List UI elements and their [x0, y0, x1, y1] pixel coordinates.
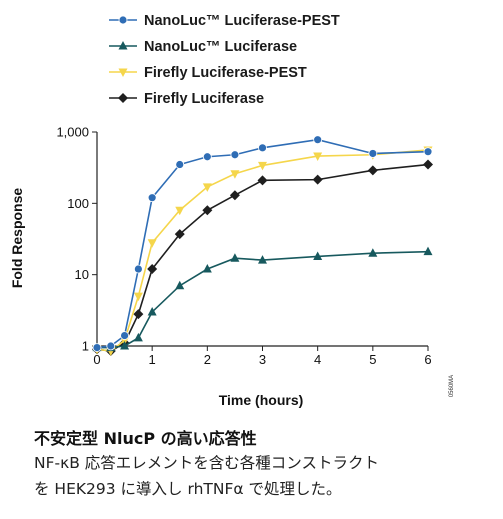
data-point [133, 292, 143, 302]
series-line [96, 138, 429, 349]
data-point [230, 150, 240, 160]
data-point [202, 264, 212, 273]
figure-code: 0560MA [449, 375, 455, 397]
data-point [175, 280, 185, 290]
data-point [92, 343, 102, 352]
data-point [313, 251, 323, 260]
data-point [175, 160, 185, 169]
data-point [147, 239, 157, 248]
x-tick-label: 6 [424, 352, 431, 367]
chart: NanoLuc™ Luciferase-PEST NanoLuc™ Lucifer… [9, 13, 455, 408]
data-point [423, 147, 433, 157]
y-tick-label: 10 [75, 267, 89, 282]
data-point [147, 264, 158, 275]
legend-item: NanoLuc™ Luciferase [109, 39, 297, 55]
data-point [368, 248, 378, 257]
x-axis-label: Time (hours) [219, 392, 304, 408]
data-point [312, 174, 323, 185]
data-point [229, 190, 240, 201]
data-point [120, 331, 129, 340]
x-tick-label: 0 [93, 352, 100, 367]
x-tick-label: 5 [369, 352, 376, 367]
data-point [106, 341, 116, 351]
caption-body: NF-κB 応答エレメントを含む各種コンストラクト を HEK293 に導入し … [34, 454, 379, 498]
legend-label: NanoLuc™ Luciferase [144, 39, 297, 55]
data-point [313, 152, 323, 162]
series-line [96, 149, 429, 352]
data-point [174, 229, 185, 240]
data-point [202, 152, 212, 162]
data-point [147, 193, 157, 203]
x-tick-label: 4 [314, 352, 321, 367]
data-point [257, 175, 268, 186]
data-point [313, 135, 323, 145]
x-tick-label: 1 [149, 352, 156, 367]
data-point [368, 149, 378, 158]
caption: 不安定型 NlucP の高い応答性 NF-κB 応答エレメントを含む各種コンスト… [34, 428, 499, 502]
y-tick-label: 100 [67, 196, 89, 211]
data-point [258, 143, 267, 153]
data-point [133, 264, 143, 274]
y-tick-label: 1 [82, 339, 89, 354]
series-layer [92, 135, 433, 357]
data-point [202, 183, 212, 192]
legend: NanoLuc™ Luciferase-PEST NanoLuc™ Lucifer… [109, 13, 340, 107]
legend-label: NanoLuc™ Luciferase-PEST [144, 13, 340, 29]
data-point [202, 205, 213, 216]
y-axis-label: Fold Response [9, 188, 25, 289]
legend-marker [118, 68, 128, 77]
data-point [423, 159, 433, 170]
legend-item: NanoLuc™ Luciferase-PEST [109, 13, 340, 29]
data-point [175, 206, 185, 216]
legend-item: Firefly Luciferase [109, 91, 264, 107]
legend-item: Firefly Luciferase-PEST [109, 65, 307, 81]
series [92, 146, 433, 357]
legend-label: Firefly Luciferase-PEST [144, 65, 307, 81]
data-point [147, 306, 157, 316]
legend-marker [118, 93, 128, 103]
x-tick-label: 2 [204, 352, 211, 367]
legend-marker [118, 15, 128, 25]
data-point [423, 246, 433, 256]
series [92, 135, 433, 352]
legend-label: Firefly Luciferase [144, 91, 264, 107]
data-point [120, 341, 130, 350]
caption-title: 不安定型 NlucP の高い応答性 [34, 429, 257, 448]
y-tick-label: 1,000 [56, 125, 89, 140]
legend-marker [118, 41, 128, 50]
data-point [258, 161, 267, 171]
data-point [230, 253, 240, 262]
x-tick-label: 3 [259, 352, 266, 367]
data-point [258, 255, 267, 264]
data-point [133, 309, 144, 320]
data-point [367, 165, 378, 176]
data-point [133, 332, 143, 342]
data-point [230, 170, 240, 179]
